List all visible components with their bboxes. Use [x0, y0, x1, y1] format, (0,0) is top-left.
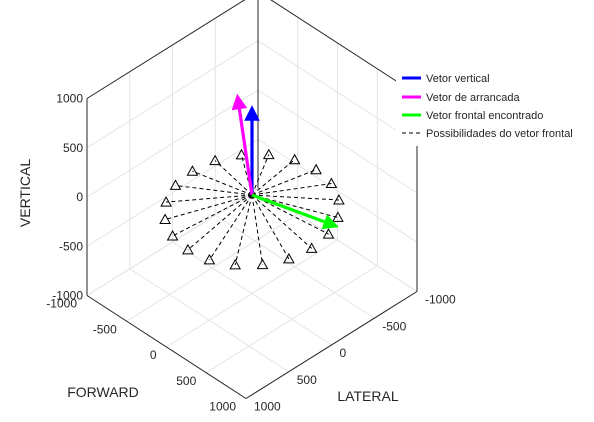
possibility-line — [209, 194, 253, 261]
axes-box-edge — [245, 291, 418, 399]
possibility-marker — [325, 177, 338, 188]
possibility-marker — [209, 154, 221, 166]
vectors — [231, 93, 339, 230]
vertical-axis-label: VERTICAL — [17, 159, 33, 227]
possibility-line — [164, 194, 253, 221]
possibility-marker — [333, 193, 345, 205]
possibility-markers — [159, 148, 345, 270]
grid-line-back-right-vertical — [257, 89, 418, 194]
grid-line-floor-lateral — [172, 241, 332, 346]
possibility-line — [251, 183, 332, 196]
grid-layer — [86, 0, 418, 399]
vertical-tick-label: -500 — [59, 239, 83, 253]
forward-axis-label: FORWARD — [67, 384, 139, 400]
lateral-tick-label: -1000 — [425, 293, 456, 307]
possibility-line — [214, 160, 253, 196]
legend-label-possibilidades: Possibilidades do vetor frontal — [426, 128, 573, 140]
possibility-marker — [235, 148, 248, 160]
forward-tick-label: 500 — [176, 374, 196, 388]
lateral-axis-label: LATERAL — [337, 388, 398, 404]
grid-line-back-left-vertical — [86, 89, 259, 198]
forward-tick-label: 1000 — [209, 400, 236, 414]
legend-box — [396, 66, 590, 146]
vertical-tick-label: 500 — [63, 141, 83, 155]
possibility-line — [251, 154, 270, 196]
vector-head — [321, 214, 339, 230]
possibility-line — [251, 194, 290, 260]
possibility-marker — [186, 165, 199, 176]
lateral-tick-label: 0 — [340, 346, 347, 360]
possibility-marker — [229, 258, 242, 270]
vector-head — [231, 93, 248, 111]
axes-box-edge — [86, 295, 247, 399]
legend: Vetor vertical Vetor de arrancada Vetor … — [396, 66, 590, 146]
possibility-line — [251, 194, 264, 265]
grid-line-back-right-vertical — [257, 40, 418, 145]
possibility-line — [234, 194, 253, 266]
forward-tick-label: -1000 — [46, 297, 77, 311]
axes-box-edge — [270, 0, 418, 95]
possibility-line — [192, 170, 253, 196]
possibility-line — [251, 194, 329, 235]
vertical-tick-label: 0 — [76, 190, 83, 204]
grid-line-floor-forward — [205, 265, 378, 374]
possibility-line — [251, 169, 317, 196]
possibility-line — [251, 159, 295, 196]
forward-tick-label: -500 — [93, 322, 117, 336]
vector-shaft — [251, 193, 326, 224]
possibility-marker — [332, 211, 344, 222]
possibility-marker — [322, 228, 335, 239]
grid-line-back-left-vertical — [86, 40, 259, 149]
lateral-tick-label: -500 — [382, 319, 406, 333]
axes-box — [86, 0, 418, 399]
possibility-marker — [169, 179, 182, 190]
possibility-marker — [160, 196, 172, 207]
possibility-line — [187, 194, 253, 251]
possibility-line — [166, 194, 253, 203]
vertical-tick-label: 1000 — [56, 92, 83, 106]
possibility-marker — [182, 243, 194, 255]
possibility-marker — [262, 148, 275, 160]
tick-labels: -1000 -500 0 500 1000 -1000 -500 0 500 1000 -1000 -… — [46, 92, 456, 414]
possibility-marker — [310, 163, 322, 175]
possibility-line — [251, 194, 312, 249]
lateral-tick-label: 1000 — [254, 400, 281, 414]
vector-shaft — [237, 108, 254, 196]
legend-label-frontal: Vetor frontal encontrado — [426, 110, 543, 122]
possibility-line — [251, 194, 339, 201]
vertical-tick-label: -1000 — [52, 289, 83, 303]
legend-label-vertical: Vetor vertical — [426, 73, 490, 85]
legend-label-arrancada: Vetor de arrancada — [426, 92, 520, 104]
possibility-line — [175, 184, 253, 196]
possibility-marker — [166, 229, 179, 241]
possibility-marker — [203, 253, 216, 265]
possibility-marker — [283, 252, 295, 264]
possibility-marker — [256, 258, 269, 270]
possibility-marker — [305, 242, 318, 253]
grid-line-floor-lateral — [129, 268, 290, 373]
possibility-marker — [288, 153, 301, 165]
vector-head — [244, 105, 260, 121]
axes-box-edge — [86, 0, 246, 99]
possibility-line — [172, 194, 253, 237]
forward-tick-label: 0 — [150, 348, 157, 362]
lateral-tick-label: 500 — [297, 373, 317, 387]
possibility-marker — [159, 213, 171, 224]
